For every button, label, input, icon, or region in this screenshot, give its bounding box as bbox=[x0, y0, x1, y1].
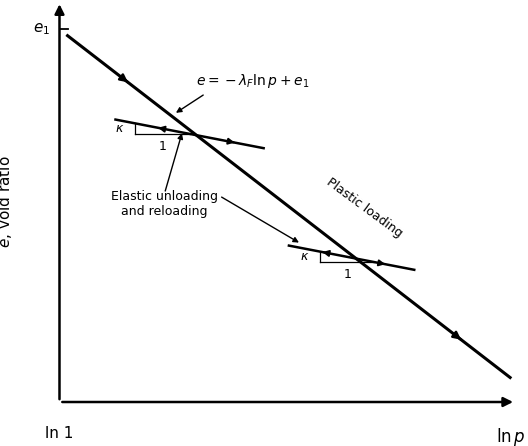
Text: $\kappa$: $\kappa$ bbox=[116, 122, 125, 135]
Text: $1$: $1$ bbox=[343, 268, 352, 281]
Text: $e = -\lambda_F \ln p + e_1$: $e = -\lambda_F \ln p + e_1$ bbox=[196, 71, 310, 90]
Text: $\ln p$: $\ln p$ bbox=[496, 426, 526, 446]
Text: ln 1: ln 1 bbox=[45, 426, 74, 441]
Text: $\kappa$: $\kappa$ bbox=[300, 250, 309, 263]
Text: $1$: $1$ bbox=[158, 140, 166, 153]
Text: $e_1$: $e_1$ bbox=[33, 21, 50, 37]
Text: Elastic unloading
and reloading: Elastic unloading and reloading bbox=[111, 190, 218, 218]
Text: Plastic loading: Plastic loading bbox=[324, 175, 405, 240]
Text: $e$, void ratio: $e$, void ratio bbox=[0, 156, 14, 248]
